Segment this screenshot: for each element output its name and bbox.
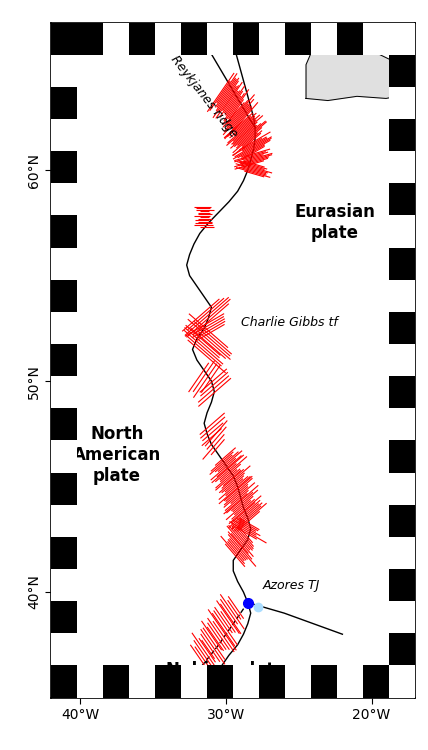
Bar — [51, 633, 77, 665]
Text: Charlie Gibbs tf: Charlie Gibbs tf — [241, 316, 337, 328]
Bar — [51, 665, 77, 698]
Bar — [51, 312, 77, 344]
Bar — [389, 376, 415, 408]
Bar — [51, 601, 77, 633]
Bar — [51, 569, 77, 601]
Bar — [103, 22, 129, 55]
Text: Nubian plate: Nubian plate — [166, 661, 286, 679]
Bar — [389, 440, 415, 472]
Bar — [77, 22, 103, 55]
Bar — [337, 22, 363, 55]
Bar — [389, 408, 415, 440]
Text: Eurasian
plate: Eurasian plate — [295, 203, 375, 242]
Bar — [129, 22, 155, 55]
Bar — [389, 472, 415, 505]
Bar — [51, 119, 77, 151]
Bar — [389, 22, 415, 55]
Bar — [389, 55, 415, 87]
Bar — [233, 665, 259, 698]
Bar — [389, 215, 415, 248]
Bar — [155, 665, 181, 698]
Bar — [77, 665, 103, 698]
Bar — [51, 537, 77, 569]
Bar — [311, 22, 337, 55]
Bar — [51, 151, 77, 183]
Bar — [207, 22, 233, 55]
Bar — [389, 601, 415, 633]
Bar — [389, 537, 415, 569]
Bar — [51, 87, 77, 119]
Text: Reykjanes ridge: Reykjanes ridge — [168, 53, 240, 140]
Bar — [51, 472, 77, 505]
Bar — [389, 569, 415, 601]
Polygon shape — [306, 33, 408, 101]
Bar — [311, 665, 337, 698]
Bar — [51, 408, 77, 440]
Bar — [389, 665, 415, 698]
Bar — [389, 280, 415, 312]
Bar — [51, 55, 77, 87]
Bar — [363, 22, 389, 55]
Bar — [51, 376, 77, 408]
Bar — [389, 344, 415, 376]
Bar — [51, 183, 77, 215]
Text: North
American
plate: North American plate — [73, 425, 161, 484]
Bar — [389, 22, 415, 55]
Bar — [51, 215, 77, 248]
Bar — [259, 665, 285, 698]
Bar — [389, 119, 415, 151]
Bar — [389, 87, 415, 119]
Bar — [155, 22, 181, 55]
Bar — [51, 22, 77, 55]
Bar — [233, 22, 259, 55]
Bar — [389, 312, 415, 344]
Bar — [51, 665, 77, 698]
Bar — [103, 665, 129, 698]
Bar — [129, 665, 155, 698]
Bar — [51, 505, 77, 537]
Bar — [51, 280, 77, 312]
Bar — [51, 344, 77, 376]
Bar — [389, 505, 415, 537]
Text: Azores TJ: Azores TJ — [262, 579, 320, 592]
Bar — [285, 665, 311, 698]
Bar — [181, 665, 207, 698]
Bar — [389, 665, 415, 698]
Bar — [51, 22, 77, 55]
Bar — [389, 151, 415, 183]
Bar — [51, 248, 77, 280]
Bar — [207, 665, 233, 698]
Bar — [285, 22, 311, 55]
Bar — [389, 633, 415, 665]
Bar — [389, 183, 415, 215]
Bar — [363, 665, 389, 698]
Bar — [51, 440, 77, 472]
Bar — [259, 22, 285, 55]
Bar — [337, 665, 363, 698]
Bar — [389, 248, 415, 280]
Bar — [181, 22, 207, 55]
